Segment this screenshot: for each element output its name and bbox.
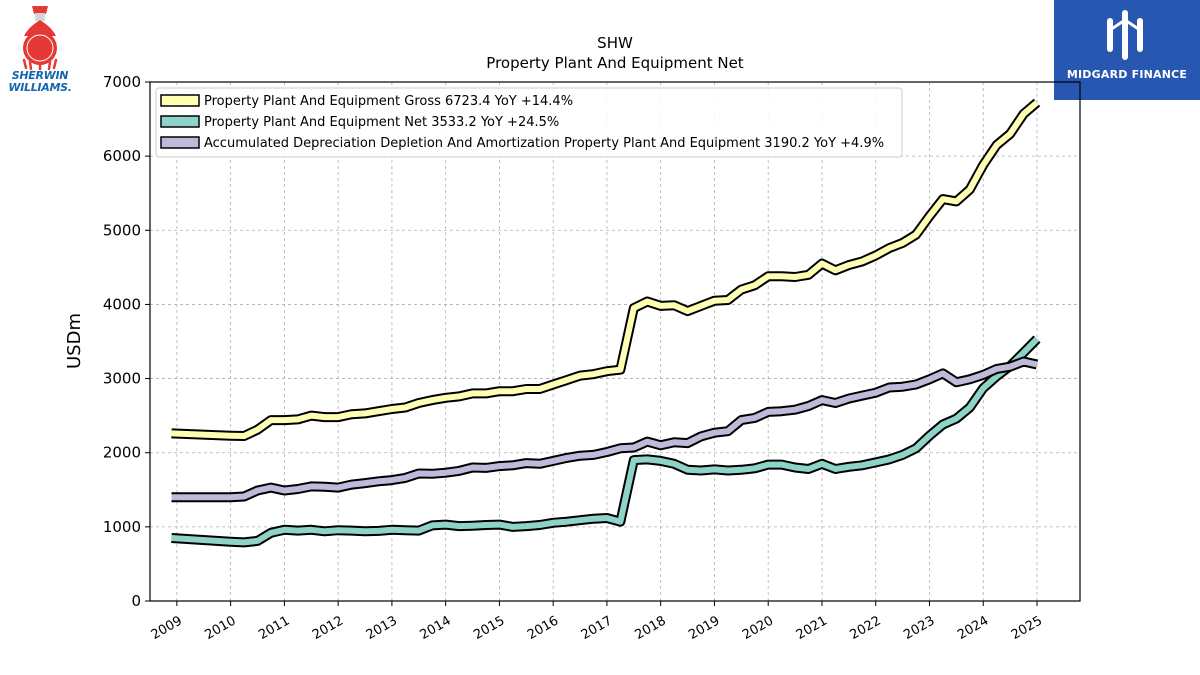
y-tick-label: 0	[131, 592, 141, 610]
y-tick-label: 5000	[103, 221, 141, 239]
legend-entry: Property Plant And Equipment Net 3533.2 …	[204, 115, 559, 130]
x-tick-label: 2010	[202, 613, 238, 643]
series-2	[171, 335, 1041, 548]
y-tick-label: 4000	[103, 295, 141, 313]
x-tick-label: 2015	[471, 613, 507, 643]
x-tick-label: 2009	[149, 613, 185, 643]
sherwin-williams-logo: SHERWIN WILLIAMS.	[4, 4, 76, 100]
x-tick-label: 2014	[418, 613, 454, 643]
x-tick-label: 2021	[794, 613, 830, 643]
series-lines	[171, 98, 1041, 548]
x-tick-label: 2011	[256, 613, 292, 643]
series-line	[171, 100, 1039, 439]
x-tick-label: 2019	[686, 613, 722, 643]
cover-the-earth-icon	[22, 6, 58, 72]
series-line	[171, 336, 1040, 546]
y-tick-label: 3000	[103, 370, 141, 388]
legend-box	[155, 87, 903, 158]
x-tick-label: 2012	[310, 613, 346, 643]
x-tick-label: 2013	[364, 613, 400, 643]
legend-swatch	[160, 136, 200, 149]
legend-entry: Property Plant And Equipment Gross 6723.…	[204, 94, 573, 109]
x-tick-label: 2024	[955, 613, 991, 643]
chart-title: SHW	[597, 34, 633, 52]
legend: Property Plant And Equipment Gross 6723.…	[155, 87, 903, 158]
y-tick-label: 6000	[103, 147, 141, 165]
x-tick-label: 2017	[579, 613, 615, 643]
series-1	[171, 98, 1041, 441]
y-axis-label: USDm	[64, 313, 85, 369]
series-line-outline	[171, 356, 1039, 503]
x-tick-label: 2020	[740, 613, 776, 643]
legend-entry: Accumulated Depreciation Depletion And A…	[204, 136, 884, 151]
x-tick-label: 2023	[901, 613, 937, 643]
series-line	[171, 358, 1038, 501]
axis-ticks: 0 1000 2000 3000 4000 5000 6000 7000 2009 2010 201…	[103, 73, 1045, 643]
sherwin-williams-wordmark: SHERWIN WILLIAMS.	[8, 69, 72, 94]
midgard-finance-wordmark: MIDGARD FINANCE	[1066, 68, 1188, 81]
series-3	[171, 356, 1039, 503]
x-tick-label: 2016	[525, 613, 561, 643]
plot-frame	[149, 81, 1081, 602]
x-tick-label: 2022	[848, 613, 884, 643]
x-tick-label: 2025	[1009, 613, 1045, 643]
y-tick-label: 2000	[103, 444, 141, 462]
legend-swatch	[160, 94, 200, 107]
y-tick-label: 1000	[103, 518, 141, 536]
x-tick-label: 2018	[633, 613, 669, 643]
chart-subtitle: Property Plant And Equipment Net	[486, 54, 743, 72]
y-tick-label: 7000	[103, 73, 141, 91]
midgard-monogram-icon	[1107, 10, 1143, 60]
midgard-finance-logo: MIDGARD FINANCE	[1054, 0, 1200, 100]
legend-swatch	[160, 115, 200, 128]
